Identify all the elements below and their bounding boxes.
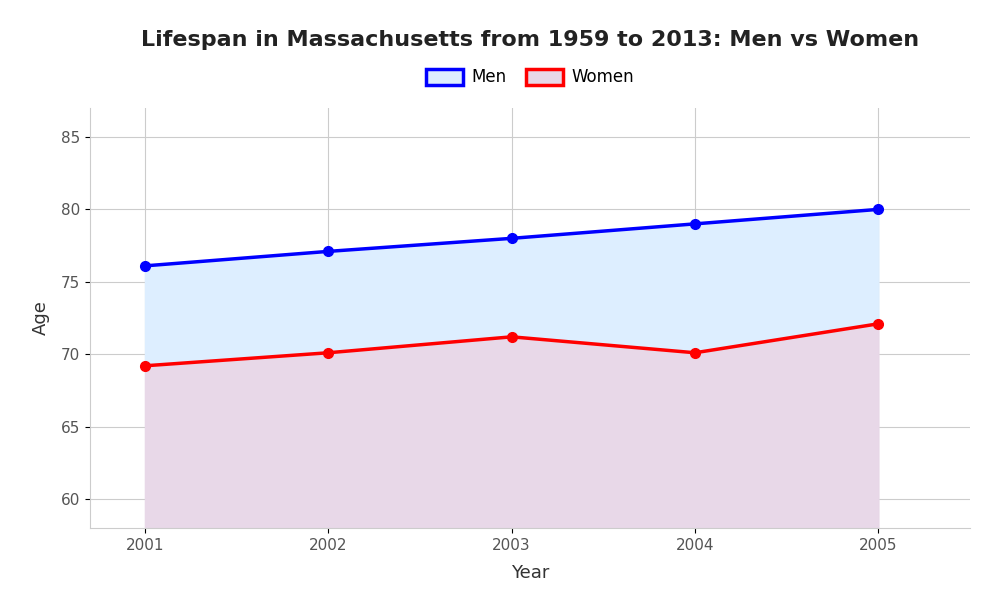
Y-axis label: Age: Age <box>32 301 50 335</box>
X-axis label: Year: Year <box>511 564 549 582</box>
Title: Lifespan in Massachusetts from 1959 to 2013: Men vs Women: Lifespan in Massachusetts from 1959 to 2… <box>141 29 919 49</box>
Legend: Men, Women: Men, Women <box>419 62 641 93</box>
